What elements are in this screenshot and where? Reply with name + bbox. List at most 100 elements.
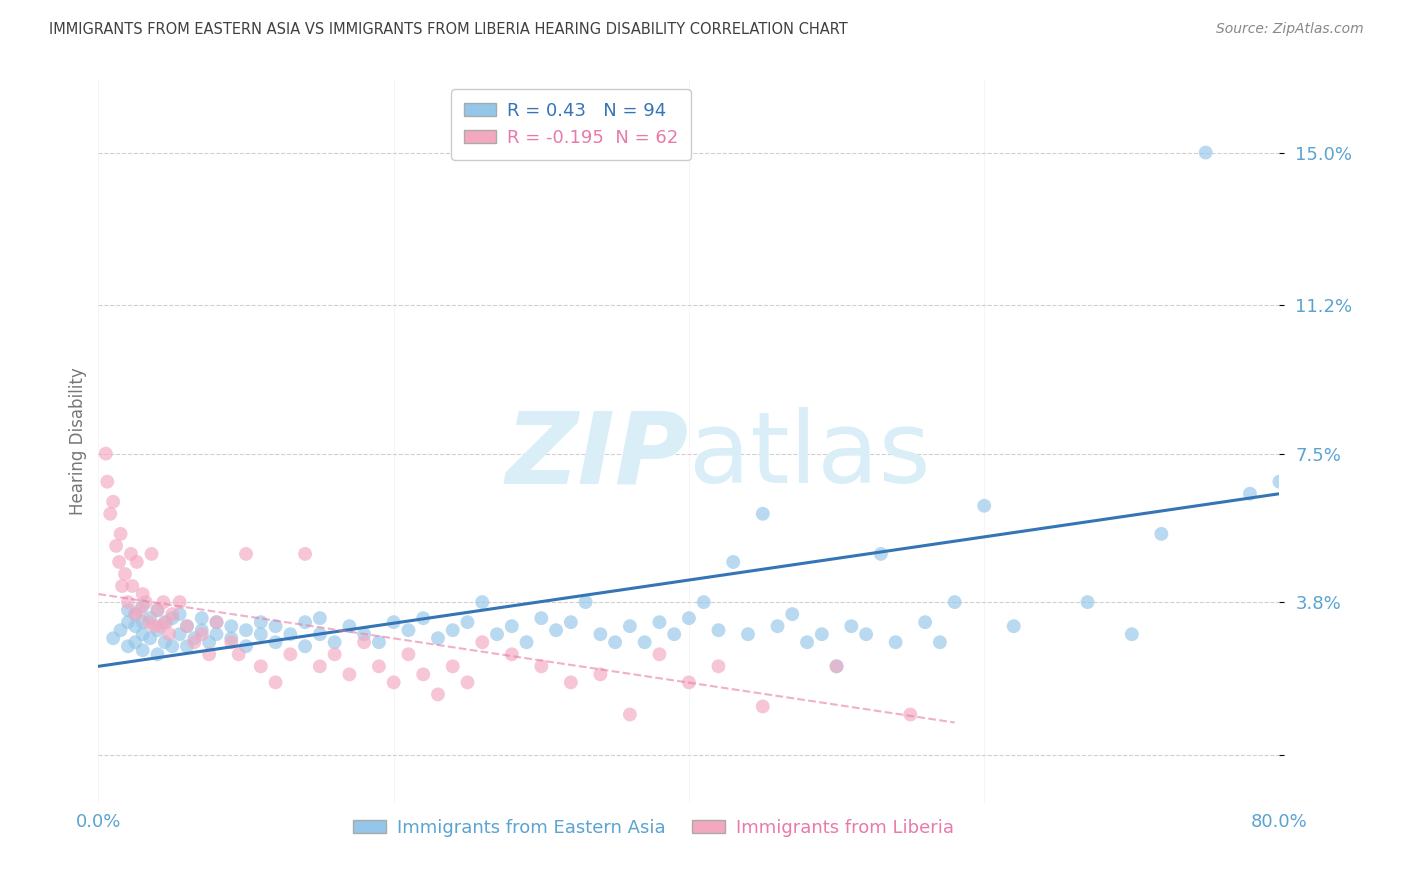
Point: [678, 611, 700, 625]
Point: [221, 619, 243, 633]
Point: [752, 699, 775, 714]
Point: [132, 627, 155, 641]
Point: [264, 675, 287, 690]
Point: [191, 611, 214, 625]
Point: [198, 648, 221, 662]
Point: [796, 635, 818, 649]
Text: ZIP: ZIP: [506, 408, 689, 505]
Point: [94, 447, 117, 461]
Point: [353, 635, 375, 649]
Point: [441, 659, 464, 673]
Point: [900, 707, 922, 722]
Point: [973, 499, 995, 513]
Point: [664, 627, 686, 641]
Point: [353, 627, 375, 641]
Point: [103, 494, 125, 508]
Point: [723, 555, 745, 569]
Point: [605, 635, 627, 649]
Point: [124, 607, 146, 622]
Point: [153, 635, 176, 649]
Point: [368, 659, 391, 673]
Y-axis label: Hearing Disability: Hearing Disability: [69, 368, 87, 516]
Point: [589, 667, 612, 681]
Point: [943, 595, 966, 609]
Point: [471, 635, 494, 649]
Point: [110, 526, 132, 541]
Point: [235, 547, 257, 561]
Point: [132, 615, 155, 630]
Point: [96, 475, 118, 489]
Point: [183, 635, 205, 649]
Point: [457, 675, 479, 690]
Point: [1195, 145, 1218, 160]
Point: [634, 635, 657, 649]
Point: [412, 611, 434, 625]
Point: [124, 635, 146, 649]
Point: [169, 595, 191, 609]
Point: [153, 615, 176, 630]
Point: [152, 595, 174, 609]
Point: [441, 623, 464, 637]
Point: [693, 595, 716, 609]
Point: [132, 587, 155, 601]
Point: [589, 627, 612, 641]
Point: [191, 627, 214, 641]
Point: [114, 567, 136, 582]
Point: [323, 648, 346, 662]
Point: [143, 619, 166, 633]
Point: [929, 635, 952, 649]
Point: [339, 619, 361, 633]
Point: [323, 635, 346, 649]
Point: [309, 611, 332, 625]
Text: IMMIGRANTS FROM EASTERN ASIA VS IMMIGRANTS FROM LIBERIA HEARING DISABILITY CORRE: IMMIGRANTS FROM EASTERN ASIA VS IMMIGRAN…: [49, 22, 848, 37]
Point: [560, 615, 582, 630]
Point: [870, 547, 893, 561]
Point: [1239, 487, 1261, 501]
Point: [575, 595, 598, 609]
Point: [169, 627, 191, 641]
Point: [914, 615, 936, 630]
Point: [228, 648, 250, 662]
Point: [501, 619, 523, 633]
Point: [1077, 595, 1099, 609]
Point: [368, 635, 391, 649]
Point: [162, 639, 183, 653]
Point: [146, 648, 169, 662]
Point: [146, 623, 169, 637]
Point: [841, 619, 863, 633]
Point: [648, 648, 671, 662]
Point: [117, 639, 139, 653]
Point: [766, 619, 789, 633]
Point: [250, 627, 273, 641]
Point: [111, 579, 134, 593]
Point: [501, 648, 523, 662]
Point: [294, 639, 316, 653]
Point: [250, 659, 273, 673]
Point: [146, 603, 169, 617]
Point: [264, 619, 287, 633]
Point: [398, 623, 420, 637]
Point: [124, 607, 146, 622]
Point: [162, 607, 183, 622]
Point: [782, 607, 804, 622]
Point: [221, 635, 243, 649]
Point: [280, 627, 302, 641]
Point: [810, 627, 832, 641]
Point: [382, 615, 405, 630]
Point: [855, 627, 877, 641]
Point: [139, 611, 162, 625]
Point: [382, 675, 405, 690]
Point: [135, 595, 157, 609]
Point: [1121, 627, 1143, 641]
Point: [1150, 526, 1173, 541]
Point: [125, 555, 148, 569]
Point: [103, 632, 125, 646]
Point: [280, 648, 302, 662]
Point: [1002, 619, 1025, 633]
Point: [427, 632, 450, 646]
Point: [124, 619, 146, 633]
Point: [105, 539, 128, 553]
Point: [825, 659, 848, 673]
Point: [457, 615, 479, 630]
Point: [117, 615, 139, 630]
